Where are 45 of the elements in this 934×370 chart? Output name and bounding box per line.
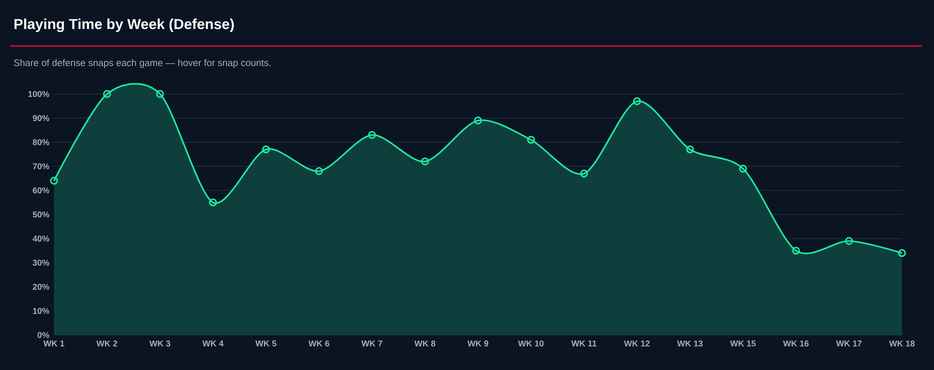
y-tick-label: 70% [32, 163, 50, 170]
x-tick-label: WK 9 [467, 340, 488, 347]
point [527, 136, 535, 144]
chart-subtitle: Share of defense snaps each game — hover for snap counts. [14, 59, 270, 68]
x-tick-label: WK 3 [149, 340, 170, 347]
y-tick-label: 30% [32, 260, 50, 266]
y-tick-label: 0% [38, 332, 50, 338]
point [103, 90, 111, 98]
point [686, 145, 694, 154]
x-tick-label: WK 11 [571, 340, 596, 346]
y-tick-label: 90% [32, 115, 50, 122]
point [421, 158, 429, 166]
x-tick-label: WK 5 [255, 340, 276, 346]
point [792, 246, 800, 255]
x-tick-label: WK 2 [96, 340, 118, 346]
y-tick-label: 40% [32, 236, 50, 242]
x-tick-label: WK 6 [308, 340, 330, 347]
x-tick-label: WK 8 [414, 340, 436, 347]
point [474, 116, 482, 124]
y-tick-label: 10% [33, 308, 50, 314]
y-tick-label: 100% [28, 91, 50, 97]
x-tick-label: WK 17 [836, 340, 862, 346]
x-tick-label: WK 13 [677, 340, 703, 347]
x-tick-label: WK 12 [624, 340, 650, 346]
point [739, 164, 747, 173]
x-tick-label: WK 16 [783, 340, 809, 347]
x-tick-label: WK 10 [518, 340, 544, 347]
point [156, 90, 164, 98]
y-tick-label: 20% [32, 284, 50, 290]
point [580, 170, 588, 178]
x-tick-label: WK 7 [361, 340, 382, 346]
point [262, 145, 270, 154]
point [368, 131, 376, 139]
x-tick-label: WK 15 [730, 340, 756, 346]
x-tick-label: WK 1 [43, 340, 64, 346]
point [315, 167, 323, 176]
y-tick-label: 60% [32, 187, 50, 194]
point [209, 198, 217, 206]
point [845, 237, 853, 245]
point [633, 97, 641, 106]
chart-title: Playing Time by Week (Defense) [14, 18, 234, 32]
y-tick-label: 80% [32, 139, 50, 146]
x-tick-label: WK 18 [889, 340, 915, 347]
y-tick-label: 50% [32, 212, 50, 218]
x-tick-label: WK 4 [202, 340, 224, 346]
